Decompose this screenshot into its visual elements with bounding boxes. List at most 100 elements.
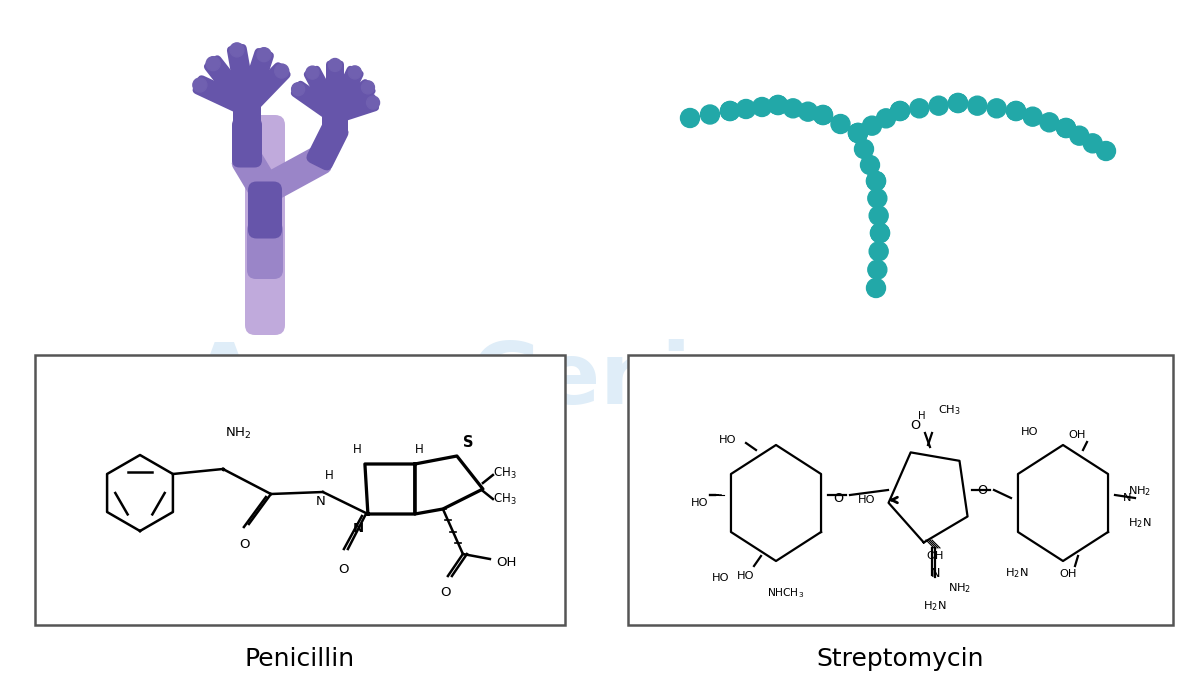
Circle shape	[700, 105, 719, 124]
Text: OH: OH	[496, 555, 517, 568]
Text: HO: HO	[858, 495, 874, 505]
Circle shape	[867, 189, 886, 208]
Circle shape	[871, 224, 890, 243]
Circle shape	[1070, 126, 1089, 145]
Circle shape	[784, 99, 803, 118]
Circle shape	[814, 106, 833, 125]
Text: H$_2$N: H$_2$N	[1005, 566, 1028, 580]
FancyBboxPatch shape	[231, 148, 280, 203]
Text: H: H	[324, 469, 334, 482]
Circle shape	[848, 123, 867, 142]
FancyBboxPatch shape	[237, 48, 274, 114]
FancyBboxPatch shape	[254, 146, 332, 205]
Text: NHCH$_3$: NHCH$_3$	[767, 586, 804, 600]
FancyBboxPatch shape	[245, 115, 285, 335]
Circle shape	[736, 100, 755, 119]
Text: S: S	[463, 435, 474, 450]
Text: NH$_2$: NH$_2$	[1129, 484, 1151, 498]
Text: HO: HO	[737, 571, 755, 581]
Text: O: O	[977, 483, 987, 496]
Text: CH$_3$: CH$_3$	[493, 492, 517, 506]
Text: AssayGenie: AssayGenie	[191, 338, 749, 422]
Circle shape	[910, 99, 929, 118]
Circle shape	[256, 47, 271, 62]
Text: H: H	[919, 411, 926, 421]
Circle shape	[798, 102, 817, 121]
Text: OH: OH	[1059, 569, 1077, 579]
Circle shape	[968, 96, 987, 115]
Circle shape	[860, 155, 879, 174]
FancyBboxPatch shape	[239, 62, 291, 116]
Circle shape	[890, 102, 909, 121]
Text: HO: HO	[691, 498, 707, 508]
FancyBboxPatch shape	[248, 182, 282, 239]
Circle shape	[1096, 142, 1115, 161]
Circle shape	[1007, 102, 1026, 121]
Circle shape	[721, 102, 740, 121]
Circle shape	[867, 260, 886, 279]
Circle shape	[1057, 119, 1076, 138]
Circle shape	[870, 206, 888, 225]
Text: H$_2$N: H$_2$N	[923, 599, 947, 613]
Text: N: N	[931, 567, 940, 580]
FancyBboxPatch shape	[204, 56, 256, 115]
Circle shape	[274, 64, 289, 78]
Text: OH: OH	[926, 551, 944, 561]
Text: O: O	[910, 419, 920, 432]
FancyBboxPatch shape	[329, 94, 379, 124]
FancyBboxPatch shape	[291, 81, 342, 123]
Text: Streptomycin: Streptomycin	[817, 647, 984, 671]
Circle shape	[1007, 102, 1026, 121]
FancyBboxPatch shape	[322, 108, 348, 136]
Text: OH: OH	[1068, 430, 1086, 440]
Text: H$_2$N: H$_2$N	[1129, 516, 1151, 530]
Circle shape	[890, 102, 909, 121]
Circle shape	[948, 94, 968, 113]
Text: H: H	[353, 443, 361, 456]
Circle shape	[291, 83, 304, 96]
Text: HO: HO	[711, 573, 729, 583]
Text: N: N	[1123, 493, 1131, 503]
Circle shape	[1057, 119, 1076, 138]
Text: NH$_2$: NH$_2$	[948, 581, 971, 595]
Circle shape	[854, 140, 873, 159]
Circle shape	[206, 57, 221, 71]
Circle shape	[866, 279, 885, 298]
Circle shape	[768, 96, 787, 115]
Circle shape	[768, 96, 787, 115]
FancyBboxPatch shape	[304, 66, 344, 122]
Circle shape	[366, 96, 379, 109]
Text: O: O	[440, 586, 451, 599]
Circle shape	[929, 96, 948, 115]
Text: O: O	[240, 538, 251, 551]
Circle shape	[1024, 107, 1043, 126]
Circle shape	[361, 81, 375, 94]
FancyBboxPatch shape	[327, 79, 376, 123]
Circle shape	[721, 102, 740, 121]
Circle shape	[877, 109, 896, 128]
FancyBboxPatch shape	[326, 66, 364, 121]
Text: H: H	[414, 443, 424, 456]
FancyBboxPatch shape	[227, 44, 256, 113]
Text: HO: HO	[1020, 427, 1038, 437]
Circle shape	[987, 99, 1006, 118]
FancyBboxPatch shape	[192, 75, 254, 117]
Text: CH$_3$: CH$_3$	[493, 466, 517, 481]
Circle shape	[948, 94, 968, 113]
Circle shape	[348, 66, 361, 79]
Circle shape	[328, 58, 341, 71]
Text: N: N	[352, 522, 364, 535]
Circle shape	[848, 123, 867, 142]
Circle shape	[848, 123, 867, 142]
Circle shape	[1040, 113, 1059, 132]
Text: Penicillin: Penicillin	[245, 647, 356, 671]
Circle shape	[866, 172, 885, 191]
Circle shape	[863, 116, 882, 135]
Text: N: N	[316, 495, 326, 508]
FancyBboxPatch shape	[628, 355, 1173, 625]
Circle shape	[230, 43, 243, 57]
Text: O: O	[833, 492, 843, 504]
FancyBboxPatch shape	[233, 100, 261, 132]
Text: CH$_3$: CH$_3$	[938, 403, 962, 417]
Circle shape	[814, 106, 833, 125]
